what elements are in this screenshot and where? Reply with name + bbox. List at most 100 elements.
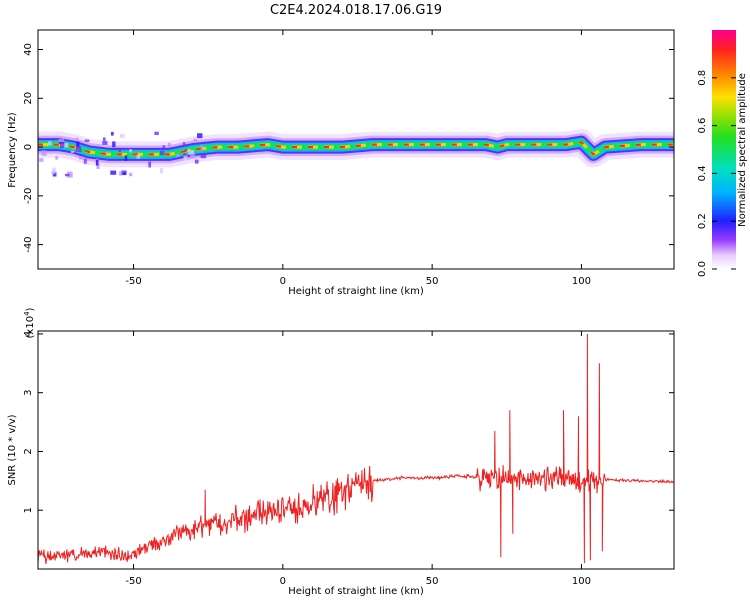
spectrogram-noise-cell xyxy=(55,152,60,155)
snr-series-line xyxy=(38,333,674,564)
spectrogram-noise-cell xyxy=(160,168,164,174)
spectrogram-noise-cell xyxy=(110,131,114,136)
spectrogram-ridge xyxy=(38,129,674,178)
snr-x-tick-label: 100 xyxy=(572,576,591,587)
snr-panel: -50 0 50 100 1 2 3 4 Height of straight line (… xyxy=(7,307,675,597)
spectrogram-noise-cell xyxy=(142,162,147,165)
spectrogram-noise-cell xyxy=(160,150,165,156)
snr-y-ticks: 1 2 3 4 xyxy=(23,331,674,513)
colorbar-tick-label: 0.2 xyxy=(697,213,708,229)
spectrogram-noise-cell xyxy=(102,143,108,147)
spectrogram-noise-cell xyxy=(154,131,159,136)
spectrogram-noise-cell xyxy=(102,140,108,145)
spectrogram-noise-cell xyxy=(65,173,70,177)
spectrogram-noise-cell xyxy=(197,133,203,139)
colorbar-gradient xyxy=(712,30,736,269)
snr-multiplier-base: (x10 xyxy=(25,316,36,339)
spectrogram-noise-cell xyxy=(41,150,47,156)
spectrogram-noise-cell xyxy=(162,145,166,149)
spectrogram-noise-cell xyxy=(136,154,141,159)
spectrogram-noise-cell xyxy=(83,158,87,164)
snr-y-tick-label: 3 xyxy=(23,390,34,396)
spectrogram-noise-cell xyxy=(66,171,73,178)
snr-y-label: SNR (10 * v/v) xyxy=(7,414,18,485)
snr-multiplier: (x104) xyxy=(23,307,36,338)
spectrogram-noise-cell xyxy=(110,170,117,175)
spectrogram-noise-cell xyxy=(175,154,180,158)
spectrogram-noise-cell xyxy=(183,153,187,158)
spectrogram-noise-cell xyxy=(112,141,116,148)
spectrogram-noise-cell xyxy=(148,161,152,168)
spectrogram-y-ticks: -40 -20 0 20 40 xyxy=(23,43,674,253)
colorbar-tick-label: 0.8 xyxy=(697,70,708,86)
spectrogram-x-tick-label: 0 xyxy=(280,276,286,287)
snr-x-ticks: -50 0 50 100 xyxy=(125,331,591,587)
spectrogram-noise-cell xyxy=(63,142,69,148)
spectrogram-x-tick-label: -50 xyxy=(125,276,141,287)
colorbar-label: Normalized spectral amplitude xyxy=(737,73,748,227)
spectrogram-noise-cell xyxy=(75,146,82,153)
spectrogram-noise-cell xyxy=(129,172,133,177)
spectrogram-noise-cell xyxy=(75,137,79,140)
spectrogram-noise-cell xyxy=(184,148,188,152)
spectrogram-noise-cell xyxy=(129,148,132,153)
colorbar-tick-label: 0.6 xyxy=(697,118,708,134)
spectrogram-noise-cell xyxy=(183,155,188,161)
spectrogram-frame xyxy=(37,29,675,270)
spectrogram-noise-cell xyxy=(200,144,204,150)
snr-x-tick-label: -50 xyxy=(125,576,141,587)
colorbar-ticks: 0.0 0.2 0.4 0.6 0.8 xyxy=(697,70,736,277)
spectrogram-noise-cell xyxy=(96,163,100,169)
spectrogram-noise-cell xyxy=(79,156,84,160)
spectrogram-noise-cell xyxy=(122,172,127,176)
snr-y-tick-label: 2 xyxy=(23,448,34,454)
spectrogram-noise-cell xyxy=(119,134,125,138)
colorbar-tick-label: 0.0 xyxy=(697,261,708,277)
ridge-core-red xyxy=(38,141,674,156)
spectrogram-x-tick-label: 50 xyxy=(426,276,439,287)
spectrogram-x-tick-label: 100 xyxy=(572,276,591,287)
spectrogram-noise-cell xyxy=(118,149,122,153)
spectrogram-x-ticks: -50 0 50 100 xyxy=(125,30,591,287)
spectrogram-noise-cell xyxy=(200,153,207,159)
spectrogram-noise-cell xyxy=(39,158,44,162)
spectrogram-noise-cell xyxy=(167,142,171,148)
spectrogram-noise-cell xyxy=(95,159,99,166)
snr-y-tick-label: 4 xyxy=(23,331,34,337)
spectrogram-noise-cell xyxy=(193,138,198,141)
spectrogram-y-tick-label: -20 xyxy=(23,188,34,204)
spectrogram-noise-cell xyxy=(52,171,57,177)
spectrogram-noise-cell xyxy=(70,150,75,153)
spectrogram-y-tick-label: 20 xyxy=(23,92,34,105)
snr-x-label: Height of straight line (km) xyxy=(288,586,424,597)
spectrogram-y-tick-label: 40 xyxy=(23,43,34,56)
spectrogram-panel: -50 0 50 100 -40 -20 0 20 40 Height of straight… xyxy=(7,29,675,297)
colorbar: 0.0 0.2 0.4 0.6 0.8 Normalized spectral ampl… xyxy=(697,30,748,277)
snr-background xyxy=(38,331,674,569)
spectrogram-noise-cell xyxy=(84,139,90,142)
figure-title: C2E4.2024.018.17.06.G19 xyxy=(270,3,442,18)
spectrogram-y-tick-label: 0 xyxy=(23,144,34,150)
spectrogram-noise-cell xyxy=(58,139,65,143)
spectrogram-x-label: Height of straight line (km) xyxy=(288,286,424,297)
spectrogram-y-label: Frequency (Hz) xyxy=(7,112,18,188)
colorbar-tick-label: 0.4 xyxy=(697,165,708,181)
spectrogram-noise-cell xyxy=(102,137,106,141)
spectrogram-noise-cell xyxy=(194,159,199,164)
spectrogram-noise-cell xyxy=(189,154,196,158)
spectrogram-noise-cell xyxy=(119,171,123,176)
spectrogram-noise-cell xyxy=(55,156,59,160)
spectrogram-noise-cell xyxy=(182,142,186,146)
spectrogram-noise-cell xyxy=(60,142,65,148)
snr-x-tick-label: 50 xyxy=(426,576,439,587)
snr-multiplier-close: ) xyxy=(25,307,36,311)
spectrogram-noise-cell xyxy=(188,149,195,155)
snr-y-tick-label: 1 xyxy=(23,507,34,513)
spectrogram-noise-cell xyxy=(47,141,52,146)
snr-multiplier-exponent: 4 xyxy=(23,311,31,316)
spectrogram-noise-cell xyxy=(124,155,128,161)
spectrogram-noise-cell xyxy=(52,167,56,174)
snr-frame xyxy=(37,330,675,570)
spectrogram-noise-cell xyxy=(76,141,80,148)
